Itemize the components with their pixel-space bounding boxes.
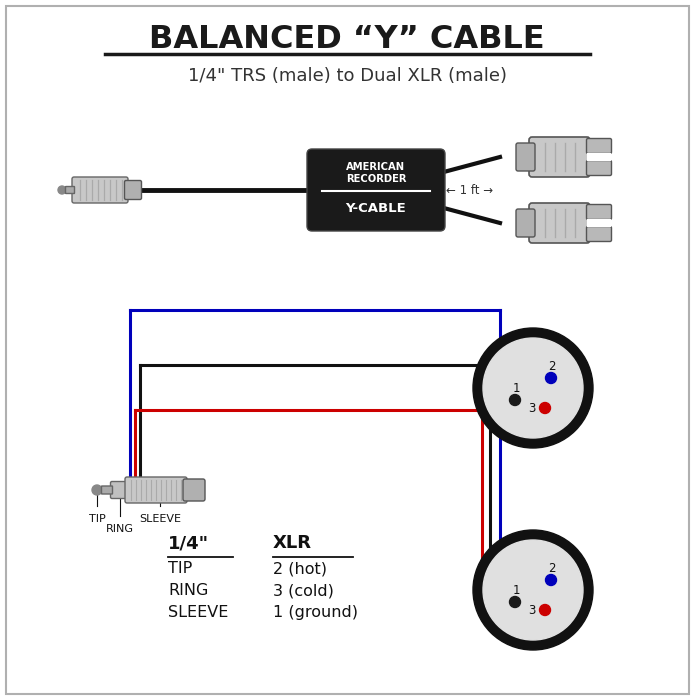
Circle shape: [546, 372, 557, 384]
FancyBboxPatch shape: [587, 227, 612, 242]
FancyBboxPatch shape: [587, 219, 611, 227]
Text: 2: 2: [548, 360, 556, 372]
Text: Y-CABLE: Y-CABLE: [345, 202, 407, 214]
Text: 1: 1: [512, 382, 520, 395]
Circle shape: [539, 402, 550, 414]
Text: SLEEVE: SLEEVE: [139, 514, 181, 524]
Text: 1/4" TRS (male) to Dual XLR (male): 1/4" TRS (male) to Dual XLR (male): [188, 67, 507, 85]
FancyBboxPatch shape: [516, 209, 535, 237]
Circle shape: [509, 596, 521, 608]
Circle shape: [58, 186, 66, 194]
FancyBboxPatch shape: [101, 486, 113, 494]
Text: 2: 2: [548, 561, 556, 575]
FancyBboxPatch shape: [587, 153, 611, 161]
FancyBboxPatch shape: [124, 181, 142, 199]
Circle shape: [483, 540, 583, 640]
Text: 1 (ground): 1 (ground): [273, 605, 358, 620]
Text: TIP: TIP: [89, 514, 106, 524]
FancyBboxPatch shape: [307, 149, 445, 231]
Circle shape: [473, 328, 593, 448]
FancyBboxPatch shape: [72, 177, 128, 203]
Text: 2 (hot): 2 (hot): [273, 561, 327, 576]
Circle shape: [539, 605, 550, 615]
FancyBboxPatch shape: [516, 143, 535, 171]
Text: XLR: XLR: [273, 534, 312, 552]
Text: 3: 3: [528, 605, 536, 617]
Text: RING: RING: [106, 524, 134, 534]
Text: 1: 1: [512, 584, 520, 596]
FancyBboxPatch shape: [529, 203, 590, 243]
Circle shape: [92, 485, 102, 495]
FancyBboxPatch shape: [587, 160, 612, 176]
Text: RING: RING: [168, 583, 208, 598]
Circle shape: [509, 395, 521, 405]
Text: BALANCED “Y” CABLE: BALANCED “Y” CABLE: [149, 25, 545, 55]
Text: TIP: TIP: [168, 561, 193, 576]
Text: 1/4": 1/4": [168, 534, 209, 552]
Text: AMERICAN
RECORDER: AMERICAN RECORDER: [345, 162, 407, 184]
Circle shape: [483, 338, 583, 438]
FancyBboxPatch shape: [183, 479, 205, 501]
FancyBboxPatch shape: [587, 139, 612, 153]
Text: SLEEVE: SLEEVE: [168, 605, 229, 620]
FancyBboxPatch shape: [65, 186, 74, 193]
Text: 3: 3: [528, 402, 536, 416]
Circle shape: [473, 530, 593, 650]
Text: ← 1 ft →: ← 1 ft →: [446, 183, 493, 197]
Circle shape: [546, 575, 557, 585]
FancyBboxPatch shape: [111, 482, 129, 498]
FancyBboxPatch shape: [529, 137, 590, 177]
Text: 3 (cold): 3 (cold): [273, 583, 334, 598]
FancyBboxPatch shape: [587, 204, 612, 220]
FancyBboxPatch shape: [125, 477, 187, 503]
